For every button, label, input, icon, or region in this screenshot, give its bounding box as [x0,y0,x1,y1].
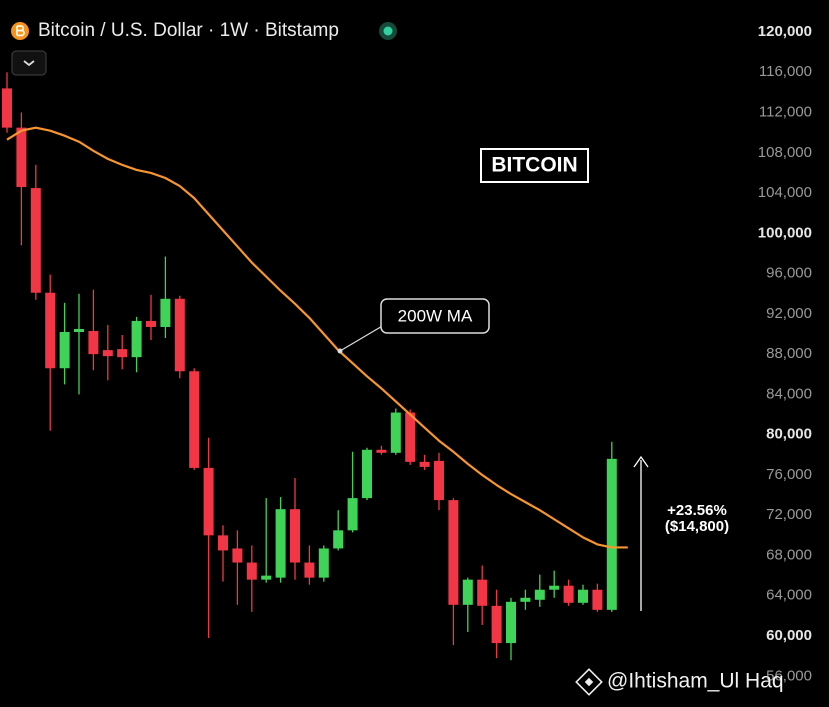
candle-body [102,350,113,357]
y-tick-label: 60,000 [766,627,812,644]
candle-body [246,562,257,580]
candle-body [261,575,272,580]
candle-body [419,461,430,467]
badge-box [480,148,589,183]
change-amount: ($14,800) [665,518,729,535]
y-tick-label: 116,000 [759,63,812,80]
change-percent: +23.56% [667,502,727,519]
candle-body [434,460,444,501]
badge: BITCOIN [491,154,577,177]
candle-body [290,509,300,563]
plot-area [2,72,628,661]
candle-body [462,579,473,605]
y-tick-label: 72,000 [766,506,812,523]
callout-dot [337,348,343,354]
candle-body [74,328,84,333]
candle-body [506,601,516,644]
collapse-button[interactable] [11,50,47,76]
chevron [23,60,35,67]
y-tick-label: 80,000 [766,426,812,443]
ma-label: 200W MA [398,306,473,325]
candle-body [520,597,531,602]
candle-body [578,589,588,603]
y-tick-label: 104,000 [758,184,812,201]
candle-body [549,585,560,590]
candle-body [45,292,56,369]
candle-body [347,498,358,531]
candle-body [304,562,315,578]
y-tick-label: 68,000 [766,546,812,563]
candle-body [477,579,488,606]
candle-body [160,298,171,327]
candle-body [232,548,243,563]
candle-body [30,188,41,293]
y-tick-label: 112,000 [759,104,812,121]
status-dot [383,26,393,36]
candle-body [174,298,185,372]
candle-body [491,605,502,644]
y-tick-label: 76,000 [766,466,812,483]
change-arrowhead [633,455,649,468]
candle-body [405,412,416,462]
y-tick-label: 64,000 [766,587,812,604]
y-tick-label: 56,000 [766,667,812,684]
y-axis: 56,000 60,000 64,000 68,000 72,000 76,000 80,0… [750,23,812,684]
ma-line [6,126,628,549]
y-tick-label: 100,000 [758,224,812,241]
candle-body [189,371,200,468]
candle-body [16,127,27,188]
candle-body [88,331,99,355]
candle-body [534,589,545,600]
candle-body [117,349,128,358]
candle-body [318,548,329,578]
watermark: @Ihtisham_Ul Haq [607,670,784,693]
y-tick-label: 84,000 [766,385,812,402]
candle-body [146,320,156,327]
candle-body [448,500,459,605]
bitcoin-icon-glyph [16,25,25,37]
candle-body [592,589,603,610]
candle-body [218,535,228,551]
candle-body [333,530,344,549]
candle-body [390,412,401,453]
chart-title: Bitcoin / U.S. Dollar · 1W · Bitstamp [38,20,339,41]
candle-body [59,332,70,369]
candle-body [362,449,372,499]
candle-body [2,88,12,128]
y-tick-label: 108,000 [758,144,812,161]
candle-body [131,320,142,358]
candle-body [606,458,617,610]
candle-body [203,467,214,536]
callout-leader [339,324,385,352]
y-tick-label: 96,000 [766,265,812,282]
y-tick-label: 120,000 [758,23,812,40]
callout-box [380,298,490,334]
y-tick-label: 88,000 [766,345,812,362]
candle-body [563,585,574,603]
candle-body [275,509,286,578]
candle-body [376,449,387,453]
y-tick-label: 92,000 [766,305,812,322]
